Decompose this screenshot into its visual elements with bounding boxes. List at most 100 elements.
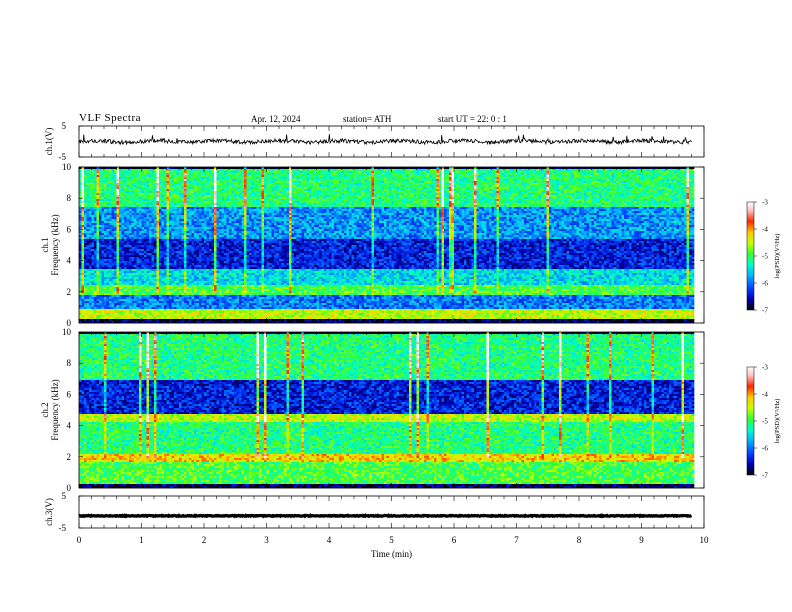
spectrogram-cell xyxy=(121,183,125,186)
figure-title: VLF Spectra xyxy=(79,112,141,124)
spectrogram-cell xyxy=(181,175,185,178)
spectrogram-cell xyxy=(681,179,685,182)
spectrogram-cell xyxy=(111,191,115,194)
spectrogram-cell xyxy=(586,173,590,176)
spectrogram-cell xyxy=(631,185,635,188)
spectrogram-cell xyxy=(354,181,357,184)
spectrogram-cell xyxy=(266,195,270,198)
spectrogram-cell xyxy=(109,203,112,206)
spectrogram-cell xyxy=(569,205,572,208)
spectrogram-cell xyxy=(191,181,195,184)
spectrogram-cell xyxy=(461,179,465,182)
spectrogram-cell xyxy=(599,199,602,202)
spectrogram-cell xyxy=(666,173,670,176)
spectrogram-cell xyxy=(491,189,495,192)
spectrogram-cell xyxy=(124,173,127,176)
spectrogram-cell xyxy=(686,183,690,186)
spectrogram-cell xyxy=(81,191,85,194)
spectrogram-cell xyxy=(411,179,415,182)
spectrogram-cell xyxy=(269,201,272,204)
spectrogram-cell xyxy=(539,173,542,176)
spectrogram-cell xyxy=(296,205,300,208)
spectrogram-cell xyxy=(374,171,377,174)
spectrogram-cell xyxy=(636,167,640,170)
spectrogram-cell xyxy=(184,201,187,204)
spectrogram-cell xyxy=(659,183,662,186)
spectrogram-cell xyxy=(199,189,202,192)
spectrogram-cell xyxy=(259,195,262,198)
spectrogram-cell xyxy=(374,191,377,194)
spectrogram-cell xyxy=(684,177,687,180)
spectrogram-cell xyxy=(194,201,197,204)
spectrogram-cell xyxy=(246,205,250,208)
spectrogram-cell xyxy=(186,207,190,210)
spectrogram-cell xyxy=(124,193,127,196)
spectrogram-cell xyxy=(181,205,185,208)
spectrogram-cell xyxy=(211,201,215,204)
spectrogram-cell xyxy=(279,203,282,206)
spectrogram-cell xyxy=(321,187,325,190)
spectrogram-cell xyxy=(331,193,335,196)
spectrogram-cell xyxy=(114,177,117,180)
spectrogram-cell xyxy=(86,189,90,192)
spectrogram-cell xyxy=(531,189,535,192)
spectrogram-cell xyxy=(461,199,465,202)
spectrogram-cell xyxy=(449,167,452,170)
spectrogram-cell xyxy=(349,189,352,192)
spectrogram-cell xyxy=(281,177,285,180)
spectrogram-cell xyxy=(649,205,652,208)
spectrogram-cell xyxy=(284,185,287,188)
spectrogram-cell xyxy=(309,169,312,172)
spectrogram-cell xyxy=(564,189,567,192)
spectrogram-cell xyxy=(311,171,315,174)
spectrogram-cell xyxy=(459,171,462,174)
spectrogram-cell xyxy=(231,175,235,178)
spectrogram-cell xyxy=(489,193,492,196)
spectrogram-cell xyxy=(274,185,277,188)
spectrogram-cell xyxy=(439,203,442,206)
spectrogram-cell xyxy=(514,199,517,202)
spectrogram-cell xyxy=(261,203,265,206)
spectrogram-cell xyxy=(151,205,155,208)
spectrogram-cell xyxy=(184,195,187,198)
spectrogram-cell xyxy=(626,183,630,186)
spectrogram-cell xyxy=(269,167,272,170)
spectrogram-cell xyxy=(164,205,167,208)
spectrogram-cell xyxy=(649,183,652,186)
spectrogram-cell xyxy=(286,189,290,192)
spectrogram-cell xyxy=(679,201,682,204)
spectrogram-cell xyxy=(231,205,235,208)
spectrogram-cell xyxy=(419,171,422,174)
spectrogram-cell xyxy=(351,201,355,204)
spectrogram-cell xyxy=(126,167,130,170)
spectrogram-cell xyxy=(169,173,172,176)
spectrogram-cell xyxy=(129,177,132,180)
spectrogram-cell xyxy=(429,189,432,192)
spectrogram-cell xyxy=(526,177,530,180)
spectrogram-cell xyxy=(549,199,552,202)
spectrogram-cell xyxy=(646,199,650,202)
spectrogram-cell xyxy=(196,187,200,190)
spectrogram-cell xyxy=(506,179,510,182)
spectrogram-cell xyxy=(161,197,165,200)
spectrogram-cell xyxy=(229,187,232,190)
spectrogram-cell xyxy=(241,189,245,192)
spectrogram-cell xyxy=(519,181,522,184)
spectrogram-cell xyxy=(621,203,625,206)
spectrogram-cell xyxy=(331,175,335,178)
spectrogram-cell xyxy=(586,203,590,206)
spectrogram-cell xyxy=(409,179,412,182)
spectrogram-cell xyxy=(304,205,307,208)
spectrogram-cell xyxy=(236,185,240,188)
spectrogram-cell xyxy=(439,193,442,196)
spectrogram-cell xyxy=(229,199,232,202)
spectrogram-cell xyxy=(516,179,520,182)
spectrogram-cell xyxy=(469,167,472,170)
spectrogram-cell xyxy=(189,193,192,196)
spectrogram-cell xyxy=(129,167,132,170)
spectrogram-cell xyxy=(199,205,202,208)
spectrogram-cell xyxy=(316,191,320,194)
spectrogram-cell xyxy=(191,205,195,208)
spectrogram-cell xyxy=(391,169,395,172)
spectrogram-cell xyxy=(491,177,495,180)
